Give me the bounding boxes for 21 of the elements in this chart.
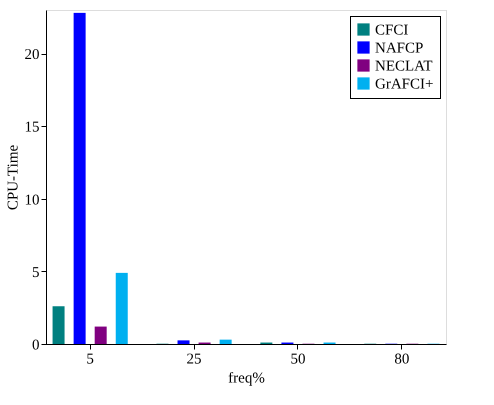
x-axis-title: freq% [228, 370, 265, 386]
y-tick-label: 0 [32, 338, 40, 354]
bar [94, 326, 107, 344]
bar [74, 12, 86, 344]
y-tick-label: 20 [24, 47, 40, 64]
x-tick-label: 80 [394, 352, 410, 368]
bar [178, 340, 190, 344]
x-tick-label: 5 [86, 352, 94, 368]
y-tick-label: 5 [32, 264, 40, 281]
x-tick-label: 50 [290, 352, 306, 368]
bar [116, 272, 128, 344]
legend-label: GrAFCI+ [375, 76, 434, 92]
legend-label: CFCI [375, 22, 408, 38]
bar [220, 340, 232, 344]
y-tick-label: 15 [24, 120, 40, 136]
legend-label: NECLAT [375, 58, 432, 74]
x-tick-label: 25 [186, 352, 202, 368]
y-axis-title: CPU-Time [6, 144, 22, 210]
legend-label: NAFCP [375, 40, 424, 56]
bar [52, 306, 65, 344]
y-tick-label: 10 [24, 192, 40, 208]
